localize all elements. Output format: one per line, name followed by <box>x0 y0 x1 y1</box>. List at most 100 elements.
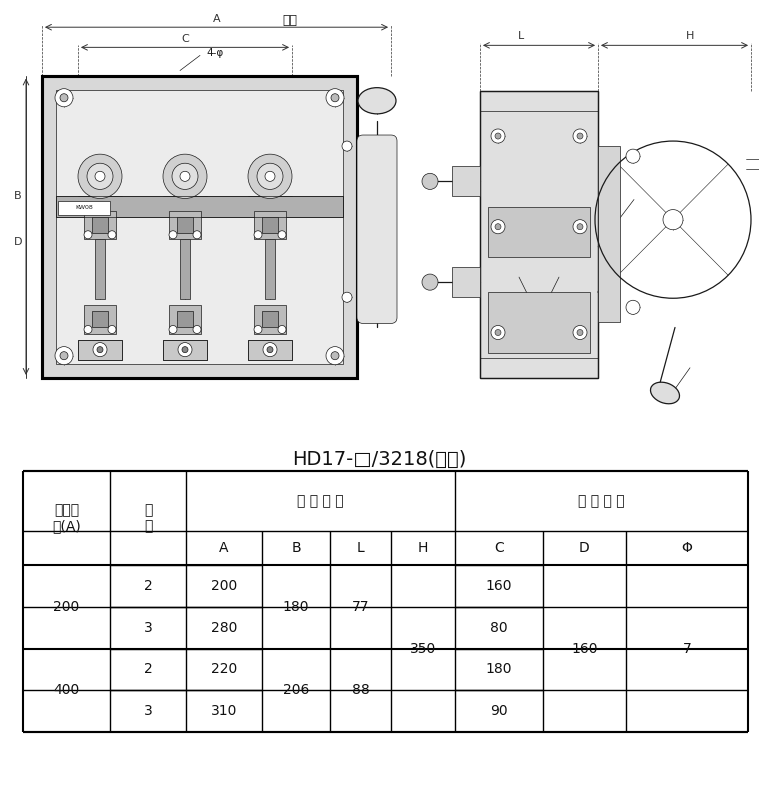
Circle shape <box>95 171 105 181</box>
Bar <box>95 238 105 299</box>
Circle shape <box>342 293 352 302</box>
Text: HD17-□/3218(图三): HD17-□/3218(图三) <box>292 449 467 468</box>
Bar <box>92 217 108 233</box>
Text: 2: 2 <box>143 579 153 593</box>
Bar <box>254 305 286 334</box>
Text: B: B <box>291 541 301 555</box>
Circle shape <box>265 171 275 181</box>
Bar <box>58 200 110 215</box>
Text: 外 形 尺 寸: 外 形 尺 寸 <box>298 494 344 508</box>
Circle shape <box>108 231 116 238</box>
Circle shape <box>495 133 501 139</box>
Circle shape <box>254 325 262 334</box>
Circle shape <box>278 325 286 334</box>
Circle shape <box>495 329 501 335</box>
Circle shape <box>84 231 92 238</box>
Bar <box>248 339 292 359</box>
FancyBboxPatch shape <box>357 135 397 324</box>
Text: 安 装 尺 寸: 安 装 尺 寸 <box>578 494 625 508</box>
Bar <box>262 217 278 233</box>
Bar <box>452 267 480 297</box>
Bar <box>177 217 193 233</box>
Bar <box>56 196 343 217</box>
Text: 77: 77 <box>351 600 370 614</box>
Bar <box>56 196 343 217</box>
Circle shape <box>55 347 73 365</box>
Bar <box>84 305 116 334</box>
Circle shape <box>55 89 73 107</box>
Text: L: L <box>357 541 364 555</box>
Text: KW08: KW08 <box>75 205 93 210</box>
Text: B: B <box>14 192 22 201</box>
Bar <box>163 339 207 359</box>
Circle shape <box>93 343 107 357</box>
Text: 160: 160 <box>572 642 597 656</box>
Text: 180: 180 <box>283 600 309 614</box>
Circle shape <box>169 231 177 238</box>
Text: 200: 200 <box>211 579 237 593</box>
Circle shape <box>248 154 292 199</box>
Circle shape <box>573 129 587 143</box>
Bar <box>452 166 480 196</box>
Circle shape <box>169 325 177 334</box>
Text: 206: 206 <box>283 683 309 697</box>
Bar <box>265 238 275 299</box>
Circle shape <box>331 351 339 359</box>
Bar <box>480 91 598 378</box>
Circle shape <box>626 301 640 314</box>
Text: 3: 3 <box>143 621 153 634</box>
Text: A: A <box>213 14 220 24</box>
Circle shape <box>254 231 262 238</box>
Text: 220: 220 <box>211 662 237 677</box>
Circle shape <box>491 325 505 339</box>
Text: 200: 200 <box>53 600 80 614</box>
Circle shape <box>163 154 207 199</box>
Circle shape <box>84 325 92 334</box>
Bar <box>56 90 343 364</box>
Text: 90: 90 <box>490 704 508 718</box>
Circle shape <box>422 274 438 290</box>
Text: 160: 160 <box>486 579 512 593</box>
Circle shape <box>60 94 68 102</box>
Bar <box>598 146 620 323</box>
Circle shape <box>626 149 640 163</box>
Circle shape <box>267 347 273 353</box>
Circle shape <box>491 129 505 143</box>
Bar <box>92 312 108 328</box>
Bar <box>177 312 193 328</box>
Text: L: L <box>518 31 524 41</box>
Bar <box>262 312 278 328</box>
Text: 400: 400 <box>53 683 80 697</box>
Bar <box>488 293 590 353</box>
Circle shape <box>60 351 68 359</box>
Circle shape <box>193 325 201 334</box>
Text: 88: 88 <box>351 683 370 697</box>
Circle shape <box>182 347 188 353</box>
Circle shape <box>331 94 339 102</box>
Bar <box>169 211 201 238</box>
Bar <box>254 211 286 238</box>
Circle shape <box>108 325 116 334</box>
Circle shape <box>573 325 587 339</box>
Circle shape <box>87 163 113 189</box>
Bar <box>169 305 201 334</box>
Text: 80: 80 <box>490 621 508 634</box>
Circle shape <box>78 154 122 199</box>
Bar <box>180 238 190 299</box>
Text: 额定电
流(A): 额定电 流(A) <box>52 503 80 533</box>
Text: 180: 180 <box>486 662 512 677</box>
Circle shape <box>663 210 683 230</box>
Bar <box>78 339 122 359</box>
Text: 极
数: 极 数 <box>143 503 153 533</box>
Circle shape <box>491 219 505 234</box>
Circle shape <box>577 329 583 335</box>
Circle shape <box>193 231 201 238</box>
Circle shape <box>172 163 198 189</box>
Circle shape <box>180 171 190 181</box>
Text: 4-φ: 4-φ <box>206 48 224 58</box>
Text: Φ: Φ <box>682 541 692 555</box>
Circle shape <box>278 231 286 238</box>
Circle shape <box>263 343 277 357</box>
Text: A: A <box>219 541 228 555</box>
Text: 280: 280 <box>211 621 237 634</box>
